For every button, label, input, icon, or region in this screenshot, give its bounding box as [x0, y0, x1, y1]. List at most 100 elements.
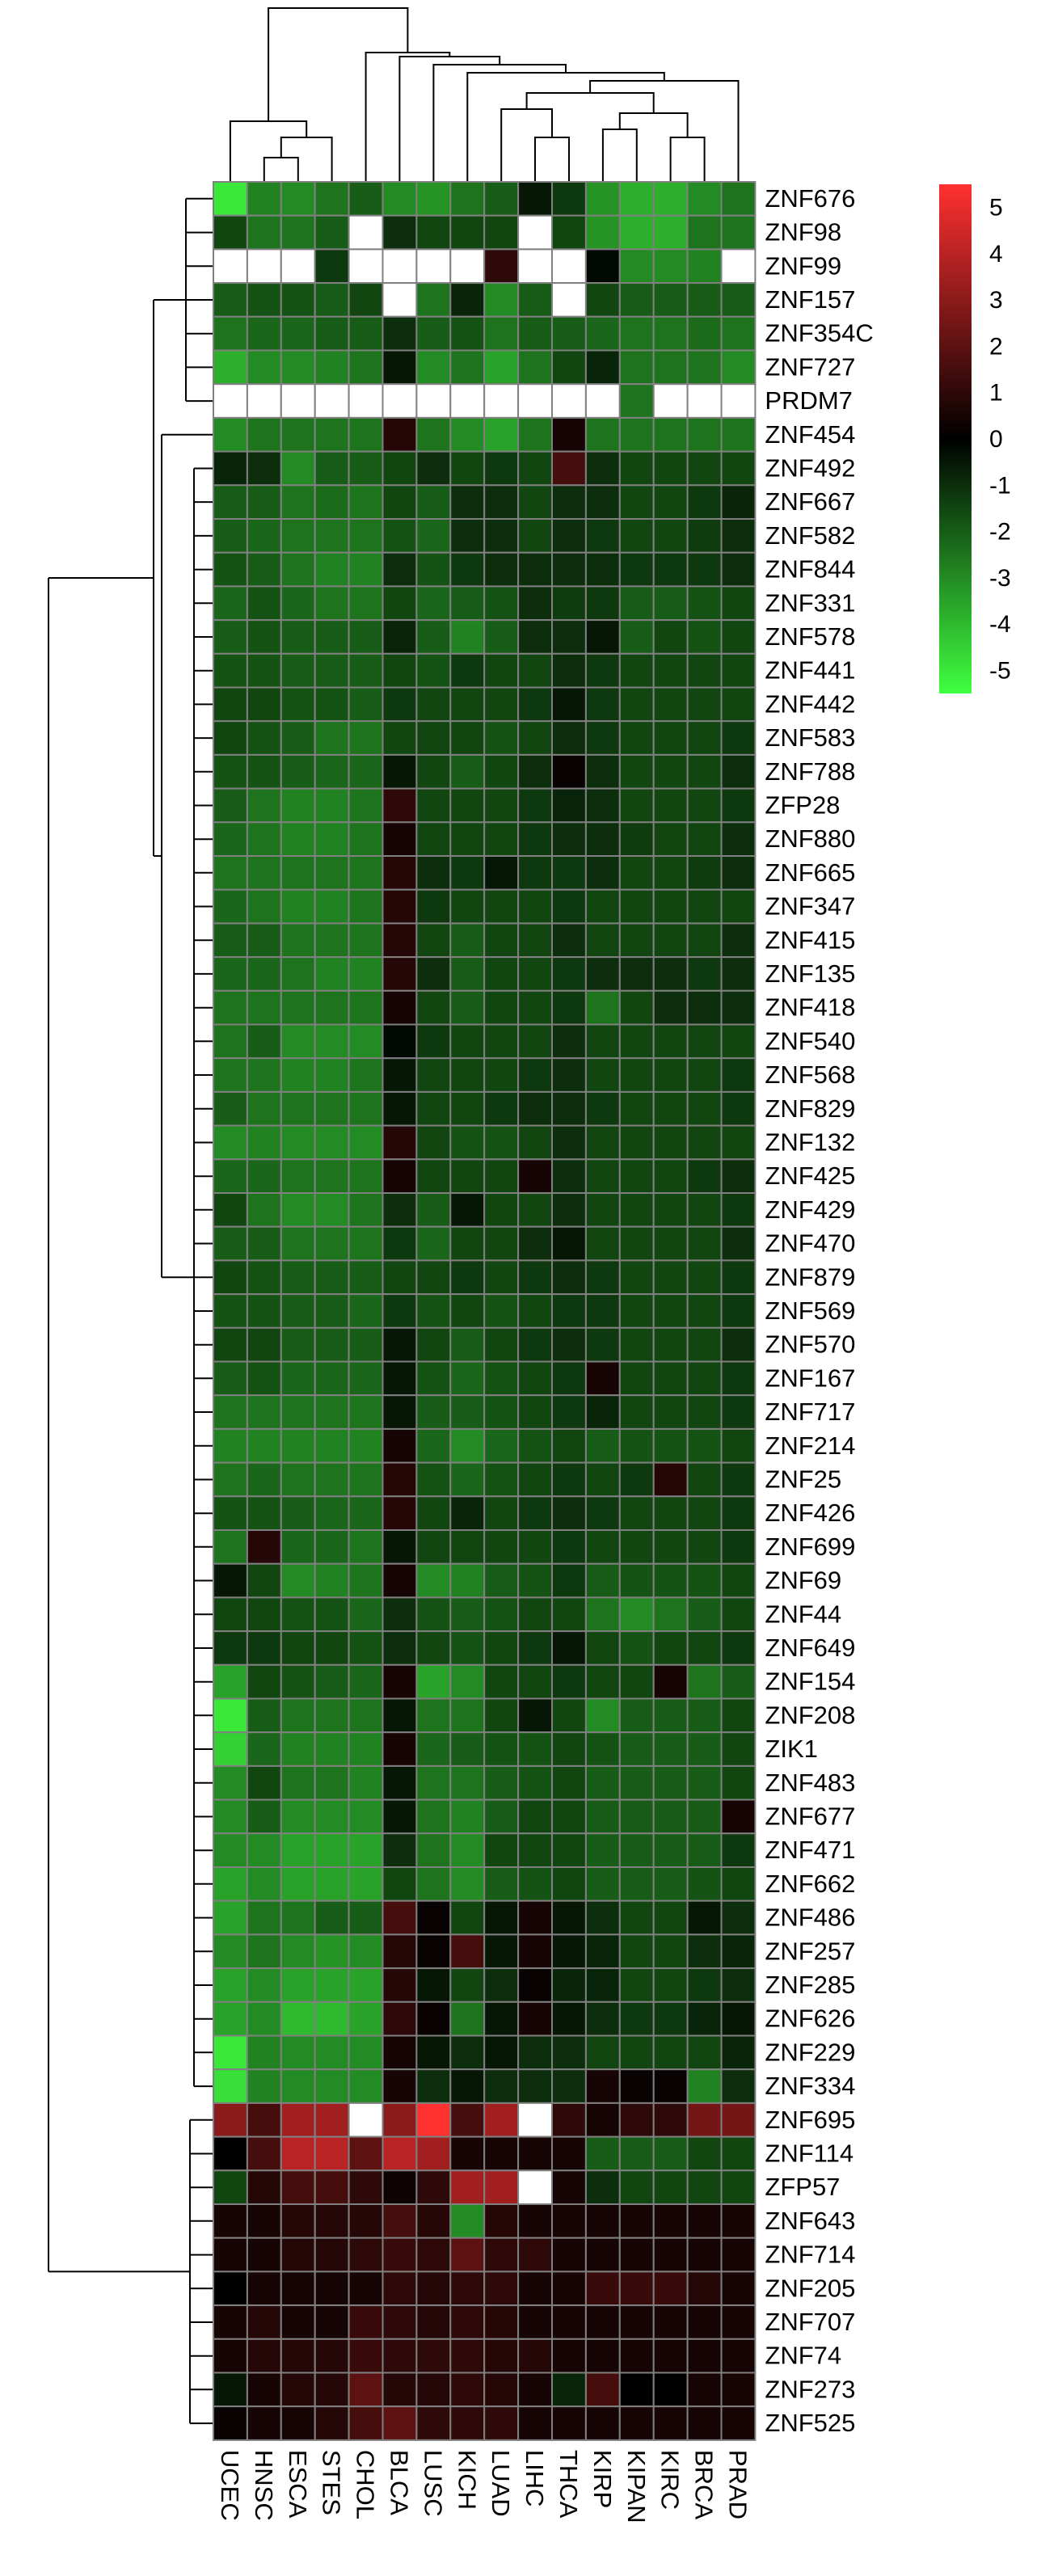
heatmap-cell — [517, 1697, 553, 1734]
heatmap-cell — [483, 1933, 520, 1970]
row-label: ZNF354C — [765, 319, 873, 348]
heatmap-cell — [686, 787, 723, 824]
heatmap-cell — [720, 1225, 757, 1262]
heatmap-cell — [246, 1192, 282, 1228]
heatmap-cell — [381, 1731, 418, 1767]
heatmap-cell — [314, 349, 350, 386]
heatmap-cell — [348, 2068, 384, 2104]
heatmap-cell — [483, 2068, 520, 2104]
heatmap-cell — [483, 248, 520, 285]
heatmap-cell — [449, 181, 486, 217]
heatmap-cell — [381, 787, 418, 824]
heatmap-cell — [415, 2068, 452, 2104]
heatmap-cell — [449, 315, 486, 352]
heatmap-cell — [449, 720, 486, 756]
heatmap-cell — [517, 2001, 553, 2037]
heatmap-cell — [348, 1630, 384, 1666]
heatmap-cell — [720, 416, 757, 453]
heatmap-cell — [720, 1967, 757, 2003]
heatmap-cell — [686, 1495, 723, 1532]
heatmap-cell — [213, 922, 248, 959]
heatmap-cell — [686, 2237, 723, 2273]
heatmap-cell — [213, 1832, 248, 1869]
heatmap-cell — [517, 1562, 553, 1599]
heatmap-cell — [415, 1529, 452, 1565]
heatmap-cell — [686, 2102, 723, 2138]
heatmap-cell — [584, 1596, 621, 1633]
heatmap-cell — [213, 383, 248, 419]
heatmap-cell — [618, 282, 655, 318]
heatmap-cell — [213, 821, 248, 857]
heatmap-cell — [280, 753, 316, 790]
heatmap-cell — [314, 1764, 350, 1801]
heatmap-cell — [314, 1225, 350, 1262]
heatmap-cell — [483, 416, 520, 453]
heatmap-cell — [213, 1697, 248, 1734]
heatmap-cell — [483, 1630, 520, 1666]
heatmap-cell — [720, 787, 757, 824]
heatmap-cell — [449, 619, 486, 655]
heatmap-cell — [280, 652, 316, 689]
heatmap-cell — [686, 1461, 723, 1498]
heatmap-cell — [449, 2169, 486, 2206]
heatmap-cell — [686, 1697, 723, 1734]
heatmap-cell — [551, 383, 587, 419]
heatmap-cell — [686, 2068, 723, 2104]
heatmap-cell — [618, 450, 655, 487]
heatmap-cell — [686, 1866, 723, 1902]
heatmap-cell — [551, 1090, 587, 1127]
heatmap-cell — [348, 2304, 384, 2340]
heatmap-cell — [415, 1832, 452, 1869]
heatmap-cell — [483, 1764, 520, 1801]
heatmap-cell — [415, 282, 452, 318]
heatmap-cell — [517, 787, 553, 824]
heatmap-cell — [213, 2001, 248, 2037]
heatmap-cell — [551, 1394, 587, 1430]
heatmap-cell — [348, 855, 384, 891]
heatmap-cell — [213, 1764, 248, 1801]
row-label: ZNF214 — [765, 1431, 855, 1460]
heatmap-cell — [686, 2338, 723, 2374]
heatmap-cell — [618, 2135, 655, 2172]
heatmap-cell — [652, 1798, 689, 1835]
heatmap-cell — [686, 2001, 723, 2037]
heatmap-cell — [415, 1326, 452, 1363]
legend-tick-label: 1 — [989, 380, 1003, 407]
heatmap-cell — [213, 2169, 248, 2206]
heatmap-cell — [720, 1124, 757, 1161]
heatmap-cell — [584, 416, 621, 453]
heatmap-cell — [280, 2270, 316, 2307]
row-label: ZNF665 — [765, 858, 855, 887]
heatmap-cell — [415, 1798, 452, 1835]
heatmap-cell — [449, 1461, 486, 1498]
heatmap-cell — [213, 1899, 248, 1936]
heatmap-cell — [652, 888, 689, 925]
heatmap-cell — [280, 1427, 316, 1464]
heatmap-cell — [213, 315, 248, 352]
heatmap-cell — [618, 248, 655, 285]
heatmap-cell — [551, 585, 587, 622]
heatmap-cell — [517, 720, 553, 756]
heatmap-cell — [314, 855, 350, 891]
heatmap-cell — [449, 2405, 486, 2441]
heatmap-cell — [213, 1495, 248, 1532]
heatmap-cell — [381, 585, 418, 622]
heatmap-cell — [213, 248, 248, 285]
heatmap-cell — [551, 1158, 587, 1195]
heatmap-cell — [720, 2102, 757, 2138]
heatmap-cell — [517, 1090, 553, 1127]
heatmap-cell — [584, 2372, 621, 2408]
heatmap-cell — [449, 922, 486, 959]
heatmap-cell — [449, 1764, 486, 1801]
heatmap-cell — [720, 686, 757, 723]
heatmap-cell — [213, 1933, 248, 1970]
heatmap-cell — [415, 450, 452, 487]
heatmap-cell — [348, 450, 384, 487]
heatmap-cell — [483, 1832, 520, 1869]
heatmap-cell — [381, 2135, 418, 2172]
heatmap-cell — [483, 1562, 520, 1599]
heatmap-cell — [652, 1764, 689, 1801]
row-label: ZNF470 — [765, 1229, 855, 1258]
heatmap-cell — [551, 1866, 587, 1902]
heatmap-cell — [483, 1798, 520, 1835]
